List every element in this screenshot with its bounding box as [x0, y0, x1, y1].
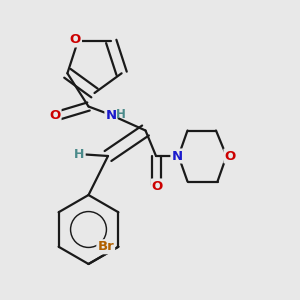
- Text: H: H: [116, 108, 126, 121]
- Text: O: O: [70, 33, 81, 46]
- Text: Br: Br: [98, 240, 114, 253]
- Text: H: H: [74, 148, 85, 161]
- Text: N: N: [105, 109, 117, 122]
- Text: O: O: [224, 149, 236, 163]
- Text: O: O: [49, 109, 61, 122]
- Text: N: N: [171, 149, 183, 163]
- Text: O: O: [152, 179, 163, 193]
